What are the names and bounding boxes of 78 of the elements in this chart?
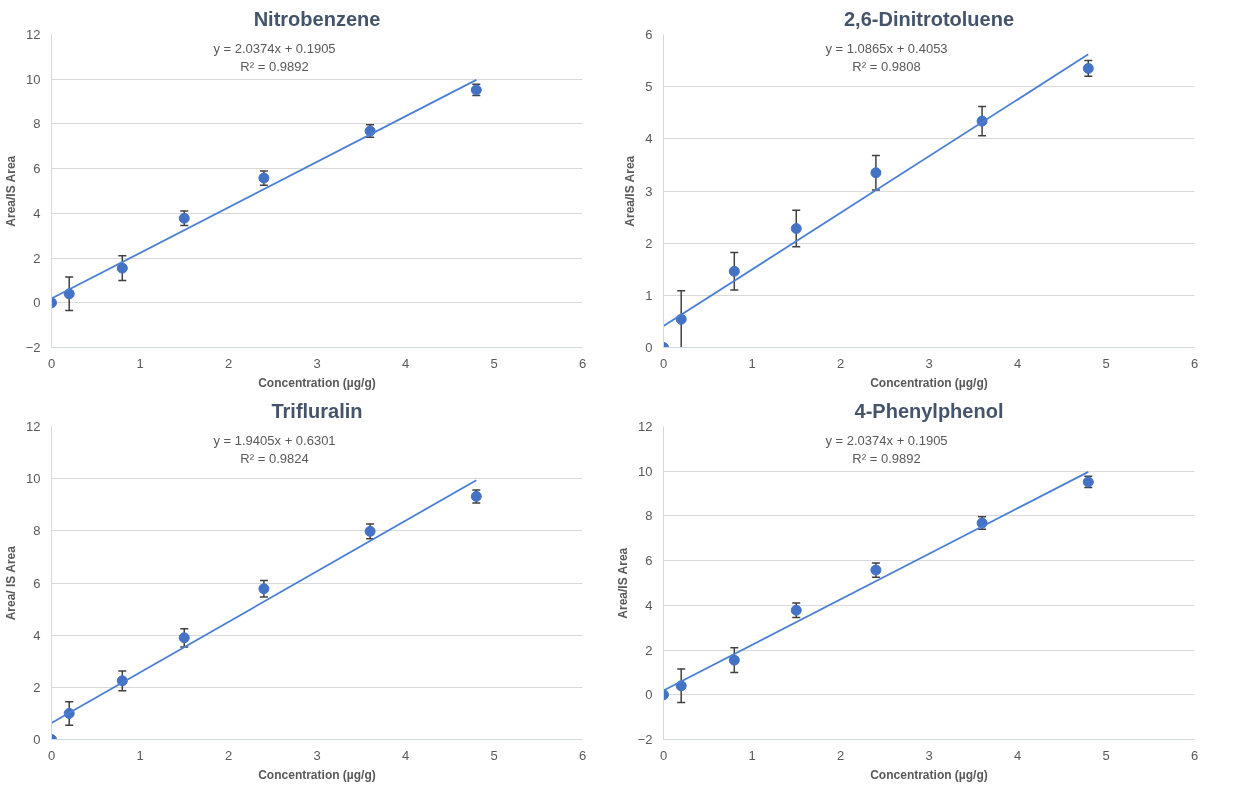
x-tick-label: 1 — [136, 355, 144, 371]
y-tick-label: 2 — [33, 679, 41, 695]
y-tick-label: 6 — [33, 575, 41, 591]
x-tick-label: 3 — [313, 355, 321, 371]
x-tick-label: 1 — [748, 747, 756, 763]
annotation: R² = 0.9892 — [852, 451, 921, 466]
y-tick-label: 1 — [645, 287, 653, 303]
x-tick-label: 4 — [401, 355, 410, 371]
y-tick-label: 8 — [33, 523, 41, 539]
annotation: y = 1.0865x + 0.4053 — [825, 41, 948, 56]
y-tick-label: 10 — [638, 463, 653, 479]
y-tick-label: 0 — [33, 732, 41, 747]
y-tick-label: 8 — [33, 116, 41, 132]
x-tick-label: 6 — [1190, 747, 1199, 763]
x-tick-label: 6 — [578, 747, 587, 763]
y-tick-label: 8 — [645, 508, 653, 524]
x-axis-title: Concentration (µg/g) — [258, 767, 376, 782]
y-tick-label: −2 — [25, 340, 41, 355]
y-axis-title: Area/IS Area — [615, 547, 630, 619]
x-tick-label: 6 — [578, 355, 587, 371]
x-tick-label: 5 — [1102, 747, 1110, 763]
x-tick-label: 4 — [401, 747, 410, 763]
annotation: y = 2.0374x + 0.1905 — [825, 433, 948, 448]
x-tick-label: 0 — [47, 747, 56, 763]
x-axis-title: Concentration (µg/g) — [870, 767, 988, 782]
y-axis-title: Area/ IS Area — [4, 545, 19, 621]
y-axis-title: Area/IS Area — [3, 155, 18, 227]
x-tick-label: 5 — [490, 355, 498, 371]
x-tick-label: 1 — [748, 355, 756, 371]
x-tick-label: 1 — [136, 747, 144, 763]
chart-title: 4-Phenylphenol — [854, 399, 1004, 422]
y-tick-label: 4 — [33, 627, 41, 643]
y-tick-label: 4 — [645, 597, 653, 613]
annotation: R² = 0.9808 — [852, 59, 921, 74]
x-tick-label: 4 — [1013, 747, 1022, 763]
x-tick-label: 6 — [1190, 355, 1199, 371]
x-tick-label: 2 — [224, 747, 233, 763]
x-axis-title: Concentration (µg/g) — [870, 375, 988, 390]
y-tick-label: 3 — [645, 183, 653, 199]
x-tick-label: 2 — [836, 355, 845, 371]
chart-title: 2,6-Dinitrotoluene — [844, 7, 1015, 30]
x-tick-label: 2 — [224, 355, 233, 371]
annotation: y = 2.0374x + 0.1905 — [213, 41, 336, 56]
y-tick-label: 6 — [645, 553, 653, 569]
y-tick-label: 2 — [645, 642, 653, 658]
y-tick-label: 0 — [33, 295, 41, 311]
x-tick-label: 5 — [490, 747, 498, 763]
y-axis-title: Area/IS Area — [623, 155, 638, 227]
y-tick-label: 2 — [33, 250, 41, 266]
y-tick-label: 0 — [645, 340, 653, 355]
y-tick-label: 4 — [33, 205, 41, 221]
y-tick-label: 12 — [638, 419, 653, 434]
annotation: R² = 0.9824 — [240, 451, 309, 466]
x-axis-title: Concentration (µg/g) — [258, 375, 376, 390]
chart-title: Nitrobenzene — [253, 7, 381, 30]
y-tick-label: 4 — [645, 131, 653, 147]
y-tick-label: 10 — [26, 471, 41, 487]
x-tick-label: 2 — [836, 747, 845, 763]
y-tick-label: 6 — [33, 161, 41, 177]
x-tick-label: 3 — [925, 355, 933, 371]
x-tick-label: 0 — [47, 355, 56, 371]
chart-title: Trifluralin — [271, 399, 363, 422]
y-tick-label: 6 — [645, 27, 653, 42]
x-tick-label: 0 — [659, 355, 668, 371]
annotation: y = 1.9405x + 0.6301 — [213, 433, 336, 448]
x-tick-label: 3 — [313, 747, 321, 763]
y-tick-label: 10 — [26, 71, 41, 87]
x-tick-label: 4 — [1013, 355, 1022, 371]
annotation: R² = 0.9892 — [240, 59, 309, 74]
y-tick-label: −2 — [637, 732, 653, 747]
x-tick-label: 0 — [659, 747, 668, 763]
y-tick-label: 12 — [26, 419, 41, 434]
y-tick-label: 12 — [26, 27, 41, 42]
y-tick-label: 2 — [645, 235, 653, 251]
y-tick-label: 5 — [645, 79, 653, 95]
y-tick-label: 0 — [645, 687, 653, 703]
x-tick-label: 5 — [1102, 355, 1110, 371]
x-tick-label: 3 — [925, 747, 933, 763]
